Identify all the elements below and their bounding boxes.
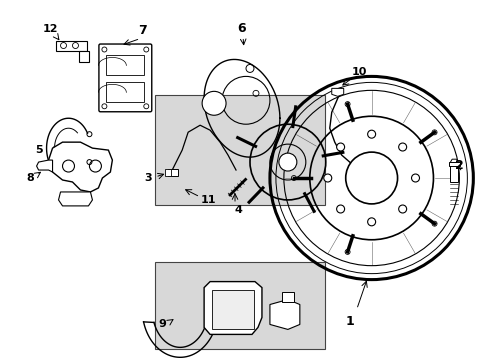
Text: 3: 3 [144, 173, 152, 183]
Bar [56, 41, 87, 50]
Polygon shape [331, 88, 343, 96]
Circle shape [411, 174, 419, 182]
Text: 12: 12 [43, 24, 58, 33]
Text: 1: 1 [345, 315, 353, 328]
Bar [168, 169, 178, 176]
Circle shape [323, 174, 331, 182]
Circle shape [336, 143, 344, 151]
Text: 9: 9 [158, 319, 166, 329]
Bar [448, 162, 459, 166]
FancyBboxPatch shape [99, 44, 151, 112]
Text: 5: 5 [35, 145, 42, 155]
Bar [80, 50, 89, 62]
Text: 8: 8 [27, 173, 35, 183]
Polygon shape [37, 160, 52, 172]
Bar [449, 164, 457, 182]
Polygon shape [449, 159, 458, 167]
Circle shape [202, 91, 225, 115]
Polygon shape [269, 300, 299, 329]
Circle shape [278, 153, 296, 171]
Polygon shape [59, 192, 92, 206]
Polygon shape [203, 282, 262, 334]
Text: 7: 7 [138, 24, 146, 37]
Bar [106, 55, 144, 75]
Text: 10: 10 [351, 67, 366, 77]
Text: 2: 2 [454, 158, 463, 172]
Bar [212, 289, 253, 329]
Bar [165, 169, 171, 176]
Text: 6: 6 [237, 22, 246, 35]
Bar [155, 95, 324, 205]
Text: 4: 4 [234, 205, 242, 215]
Circle shape [367, 130, 375, 138]
Bar [281, 292, 293, 302]
Polygon shape [48, 142, 112, 192]
Bar [155, 262, 324, 349]
Text: 11: 11 [200, 195, 215, 205]
Circle shape [350, 166, 358, 174]
Bar [106, 82, 144, 102]
Circle shape [398, 143, 406, 151]
Circle shape [336, 205, 344, 213]
Circle shape [345, 152, 397, 204]
Circle shape [398, 205, 406, 213]
Circle shape [367, 218, 375, 226]
